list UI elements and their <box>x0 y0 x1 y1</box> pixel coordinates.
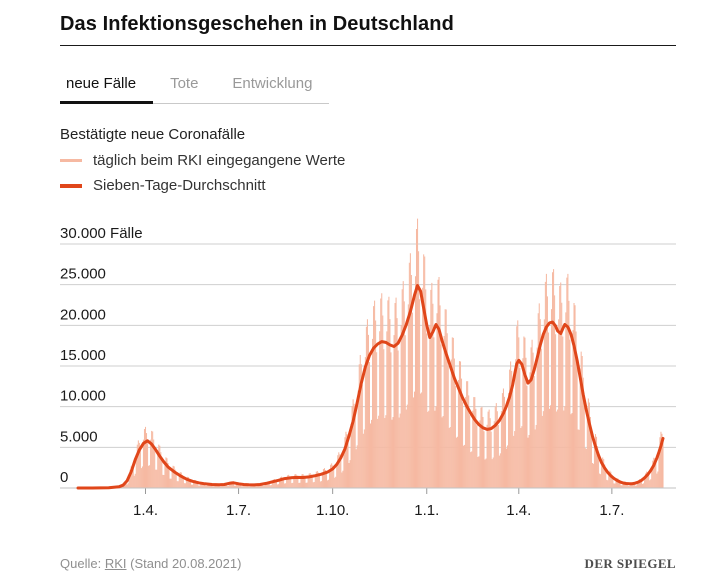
rki-link[interactable]: RKI <box>104 556 127 571</box>
svg-text:0: 0 <box>60 469 68 486</box>
legend-item-label: Sieben-Tage-Durchschnitt <box>93 177 266 194</box>
legend-heading: Bestätigte neue Coronafälle <box>60 126 246 143</box>
source-note: Quelle: RKI (Stand 20.08.2021) <box>60 556 241 571</box>
svg-text:10.000: 10.000 <box>60 388 106 405</box>
source-date: (Stand 20.08.2021) <box>126 556 242 571</box>
svg-text:1.10.: 1.10. <box>316 502 349 519</box>
chart-legend: Bestätigte neue Coronafälle täglich beim… <box>60 126 676 194</box>
svg-text:5.000: 5.000 <box>60 428 98 445</box>
page-title: Das Infektionsgeschehen in Deutschland <box>60 0 676 46</box>
svg-text:25.000: 25.000 <box>60 266 106 283</box>
chart-footer: Quelle: RKI (Stand 20.08.2021) DER SPIEG… <box>60 556 676 572</box>
legend-item: Sieben-Tage-Durchschnitt <box>60 177 676 194</box>
source-label: Quelle: <box>60 556 102 571</box>
infection-chart: 0 5.000 10.000 15.000 20.000 25.000 30.000 Fäl… <box>60 218 676 519</box>
svg-text:1.4.: 1.4. <box>506 502 531 519</box>
svg-text:1.7.: 1.7. <box>226 502 251 519</box>
seven-day-average-swatch-icon <box>60 183 82 188</box>
svg-text:1.1.: 1.1. <box>414 502 439 519</box>
daily-values-swatch-icon <box>60 159 82 162</box>
tab-bar: neue Fälle Tote Entwicklung <box>60 71 330 104</box>
svg-text:20.000: 20.000 <box>60 306 106 323</box>
tab-tote[interactable]: Tote <box>170 75 199 92</box>
svg-text:15.000: 15.000 <box>60 347 106 364</box>
page: Das Infektionsgeschehen in Deutschland n… <box>60 0 676 572</box>
svg-text:30.000 Fälle: 30.000 Fälle <box>60 225 143 242</box>
svg-text:1.7.: 1.7. <box>599 502 624 519</box>
spiegel-logo: DER SPIEGEL <box>584 556 676 571</box>
legend-item-label: täglich beim RKI eingegangene Werte <box>93 152 346 169</box>
legend-item: täglich beim RKI eingegangene Werte <box>60 152 676 169</box>
tab-neue-faelle[interactable]: neue Fälle <box>60 71 154 104</box>
tab-entwicklung[interactable]: Entwicklung <box>232 75 313 92</box>
svg-text:1.4.: 1.4. <box>133 502 158 519</box>
